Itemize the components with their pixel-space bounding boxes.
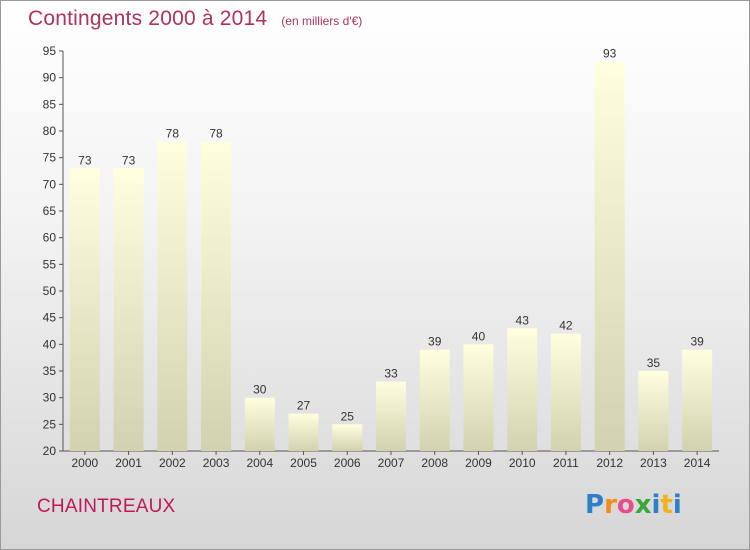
- y-tick-label: 45: [43, 311, 57, 325]
- logo-letter: o: [616, 490, 635, 520]
- y-tick-label: 70: [43, 177, 57, 191]
- logo-letter: r: [604, 490, 617, 520]
- data-label: 73: [78, 153, 92, 167]
- data-label: 73: [122, 153, 136, 167]
- proxiti-logo[interactable]: Proxiti: [585, 490, 682, 520]
- y-tick-label: 65: [43, 204, 57, 218]
- bar: [332, 424, 363, 451]
- bars: [69, 61, 713, 452]
- bar: [69, 168, 100, 452]
- logo-letter: P: [585, 490, 605, 520]
- data-label: 35: [647, 356, 661, 370]
- logo-letter: i: [651, 490, 661, 520]
- y-tick-label: 35: [43, 364, 57, 378]
- data-label: 43: [516, 313, 530, 327]
- x-tick-label: 2007: [378, 456, 405, 470]
- chart-subtitle: (en milliers d'€): [281, 14, 363, 28]
- data-label: 30: [253, 383, 267, 397]
- x-tick-label: 2010: [509, 456, 536, 470]
- y-tick-label: 75: [43, 151, 57, 165]
- data-label: 39: [690, 335, 704, 349]
- logo-letter: x: [634, 490, 652, 520]
- x-axis: 2000 2001 2002 2003 2004 2005 2006 2007 2008 2009…: [63, 450, 719, 470]
- x-tick-label: 2000: [72, 456, 99, 470]
- bar: [638, 371, 669, 451]
- commune-name: CHAINTREAUX: [37, 496, 176, 517]
- y-tick-label: 20: [43, 444, 57, 458]
- y-tick-label: 55: [43, 257, 57, 271]
- bar: [463, 344, 494, 451]
- data-label: 25: [341, 409, 355, 423]
- x-tick-label: 2002: [159, 456, 186, 470]
- data-label: 40: [472, 329, 486, 343]
- x-tick-label: 2008: [421, 456, 448, 470]
- bar: [507, 328, 538, 451]
- data-label: 93: [603, 47, 617, 61]
- x-tick-label: 2009: [465, 456, 492, 470]
- x-tick-label: 2011: [553, 456, 579, 470]
- bar: [201, 141, 232, 451]
- data-label: 27: [297, 399, 311, 413]
- bar: [288, 413, 319, 451]
- x-tick-label: 2014: [684, 456, 711, 470]
- title-line: Contingents 2000 à 2014 (en milliers d'€): [28, 7, 362, 31]
- data-label: 42: [559, 319, 573, 333]
- y-tick-label: 40: [43, 337, 57, 351]
- value-labels: 73 73 78 78 30 27 25 33 39 40 43 42 93 35 39: [78, 47, 704, 424]
- bar: [594, 61, 625, 452]
- bar: [419, 349, 450, 451]
- x-tick-label: 2012: [596, 456, 623, 470]
- data-label: 33: [384, 367, 398, 381]
- bar: [113, 168, 144, 452]
- x-tick-label: 2001: [115, 456, 142, 470]
- y-tick-label: 25: [43, 417, 57, 431]
- data-label: 78: [209, 127, 223, 141]
- data-label: 78: [166, 127, 180, 141]
- y-tick-label: 85: [43, 97, 57, 111]
- x-tick-label: 2004: [246, 456, 273, 470]
- bar: [244, 397, 275, 451]
- y-tick-label: 95: [43, 44, 57, 58]
- y-tick-label: 80: [43, 124, 57, 138]
- bar: [157, 141, 188, 451]
- chart-title: Contingents 2000 à 2014: [28, 7, 268, 30]
- bar: [376, 381, 406, 451]
- y-tick-label: 30: [43, 391, 57, 405]
- x-tick-label: 2013: [640, 456, 667, 470]
- x-tick-label: 2006: [334, 456, 361, 470]
- y-axis: 20 25 30 35 40 45 50 55 60 65 70 75 80 85 90 95: [43, 44, 64, 458]
- x-tick-label: 2003: [203, 456, 230, 470]
- bar: [682, 349, 713, 451]
- y-tick-label: 60: [43, 231, 57, 245]
- bar: [550, 333, 581, 451]
- logo-letter: i: [672, 490, 682, 520]
- logo-letter: t: [660, 490, 673, 520]
- y-tick-label: 50: [43, 284, 57, 298]
- x-tick-label: 2005: [290, 456, 317, 470]
- data-label: 39: [428, 335, 442, 349]
- y-tick-label: 90: [43, 71, 57, 85]
